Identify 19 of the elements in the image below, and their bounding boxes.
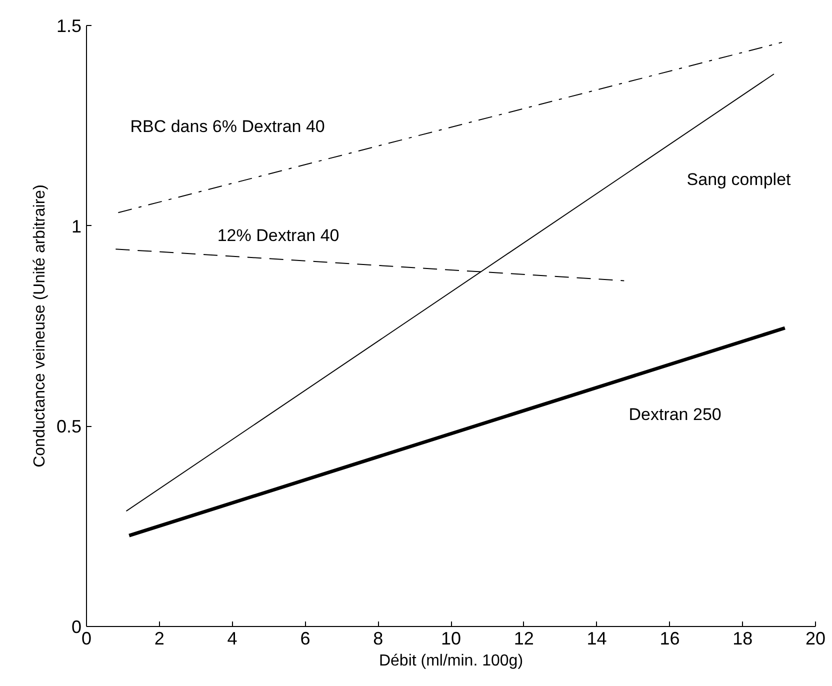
x-tick-label: 12 [514, 628, 534, 648]
x-tick-label: 14 [586, 628, 607, 648]
series-label: RBC dans 6% Dextran 40 [130, 117, 325, 136]
y-tick-label: 1.5 [56, 16, 82, 36]
x-tick-label: 16 [660, 628, 680, 648]
x-tick-label: 20 [805, 628, 826, 648]
x-tick-label: 4 [227, 628, 238, 648]
y-axis-title: Conductance veineuse (Unité arbitraire) [31, 184, 48, 468]
y-tick-label: 1 [71, 216, 82, 236]
x-tick-label: 6 [300, 628, 310, 648]
x-tick-label: 18 [732, 628, 753, 648]
x-tick-label: 2 [154, 628, 164, 648]
series-label: Sang complet [686, 170, 792, 190]
series-label: 12% Dextran 40 [217, 226, 340, 245]
x-tick-label: 8 [373, 628, 384, 648]
y-tick-label: 0.5 [56, 416, 82, 437]
x-tick-label: 10 [440, 628, 462, 648]
x-axis-title: Débit (ml/min. 100g) [378, 652, 524, 670]
series-label: Dextran 250 [628, 405, 722, 424]
